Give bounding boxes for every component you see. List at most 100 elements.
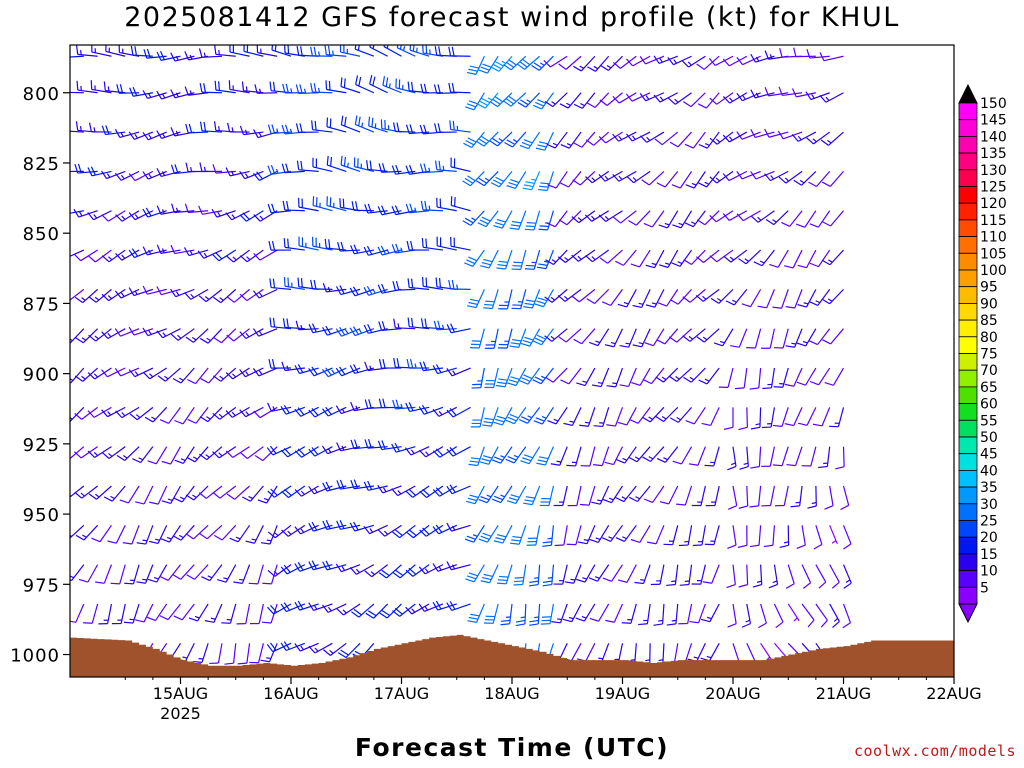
wind-barb bbox=[281, 524, 306, 537]
wind-barb bbox=[560, 171, 582, 188]
wind-barb bbox=[146, 603, 168, 622]
wind-barb bbox=[644, 328, 665, 347]
wind-barb bbox=[722, 170, 748, 182]
wind-barb bbox=[75, 45, 98, 57]
wind-barb bbox=[761, 446, 776, 467]
wind-barb bbox=[70, 367, 85, 384]
wind-barb bbox=[524, 210, 541, 231]
wind-barb bbox=[580, 446, 596, 467]
wind-barb bbox=[702, 564, 720, 584]
wind-barb bbox=[685, 407, 706, 425]
wind-barb bbox=[226, 328, 250, 342]
wind-barb bbox=[598, 131, 623, 144]
wind-barb bbox=[322, 325, 347, 336]
wind-barb bbox=[186, 446, 209, 463]
wind-barb bbox=[785, 328, 803, 348]
colorbar-label: 135 bbox=[980, 146, 1007, 162]
wind-barb bbox=[793, 47, 816, 58]
wind-barb bbox=[520, 328, 541, 347]
wind-barb bbox=[589, 328, 610, 347]
wind-barb bbox=[432, 600, 457, 611]
wind-barb bbox=[829, 603, 840, 629]
wind-barb bbox=[184, 86, 209, 96]
wind-barb bbox=[462, 210, 485, 226]
wind-barb bbox=[612, 92, 637, 104]
wind-barb bbox=[801, 603, 815, 628]
wind-barb bbox=[615, 485, 637, 503]
wind-barb bbox=[809, 367, 831, 386]
colorbar-swatch bbox=[958, 486, 978, 505]
wind-barb bbox=[322, 406, 347, 417]
x-tick-label: 15AUG bbox=[153, 684, 208, 703]
wind-barb bbox=[801, 564, 812, 589]
wind-barb bbox=[727, 603, 737, 628]
colorbar-swatch bbox=[958, 269, 978, 288]
wind-barb bbox=[493, 210, 513, 229]
wind-barb bbox=[74, 485, 98, 499]
y-tick-label: 1000 bbox=[10, 646, 60, 667]
wind-barb bbox=[239, 125, 264, 136]
wind-barb bbox=[294, 642, 319, 652]
wind-barb bbox=[809, 249, 831, 268]
wind-barb bbox=[128, 287, 154, 297]
wind-barb bbox=[395, 78, 416, 94]
wind-barb bbox=[781, 210, 803, 227]
wind-barb bbox=[757, 289, 775, 309]
wind-barb bbox=[558, 328, 582, 343]
wind-barb bbox=[377, 524, 402, 537]
wind-barb bbox=[446, 601, 471, 612]
wind-barb bbox=[475, 131, 499, 147]
wind-barb bbox=[709, 210, 734, 223]
wind-barb bbox=[383, 45, 402, 57]
wind-barb bbox=[666, 603, 679, 626]
wind-barb bbox=[269, 317, 292, 330]
wind-barb bbox=[763, 525, 776, 548]
wind-barb bbox=[484, 367, 499, 389]
wind-barb bbox=[793, 170, 817, 186]
wind-barb bbox=[695, 288, 720, 302]
wind-barb bbox=[657, 289, 679, 307]
wind-barb bbox=[797, 249, 817, 269]
wind-barb bbox=[797, 407, 817, 426]
wind-barb bbox=[87, 367, 112, 380]
credit-link[interactable]: coolwx.com/models bbox=[853, 742, 1016, 760]
wind-barb bbox=[685, 171, 706, 189]
wind-barb bbox=[479, 446, 499, 465]
wind-barb bbox=[815, 564, 827, 589]
wind-barb bbox=[567, 485, 582, 507]
wind-barb bbox=[446, 367, 471, 377]
wind-barb bbox=[566, 525, 582, 546]
wind-barb bbox=[310, 46, 333, 57]
wind-barb bbox=[308, 642, 333, 654]
wind-barb bbox=[283, 277, 305, 290]
wind-barb bbox=[819, 52, 844, 62]
wind-barb bbox=[128, 367, 154, 378]
wind-barb bbox=[613, 210, 637, 224]
wind-barb bbox=[497, 328, 513, 349]
wind-barb bbox=[758, 603, 767, 629]
wind-barb bbox=[738, 485, 749, 509]
wind-barb bbox=[626, 55, 651, 67]
wind-barb bbox=[746, 328, 762, 349]
wind-barb bbox=[797, 289, 817, 308]
colorbar-label: 55 bbox=[980, 413, 998, 429]
wind-barb bbox=[821, 288, 844, 305]
wind-barb bbox=[185, 123, 209, 134]
terrain-fill bbox=[70, 634, 954, 677]
wind-barb bbox=[335, 366, 361, 377]
wind-barb bbox=[615, 524, 637, 542]
wind-barb bbox=[638, 603, 651, 626]
wind-barb bbox=[465, 564, 485, 583]
wind-barb bbox=[418, 603, 444, 613]
wind-barb bbox=[184, 203, 209, 214]
x-tick-label: 21AUG bbox=[816, 684, 871, 703]
wind-barb bbox=[515, 603, 527, 627]
wind-barb bbox=[159, 564, 181, 581]
wind-barb bbox=[668, 92, 692, 105]
colorbar-label: 50 bbox=[980, 430, 998, 446]
wind-barb bbox=[340, 155, 361, 172]
wind-barb bbox=[621, 603, 637, 624]
wind-barb bbox=[584, 210, 610, 222]
colorbar-swatch bbox=[958, 186, 978, 204]
wind-barb bbox=[239, 367, 264, 378]
